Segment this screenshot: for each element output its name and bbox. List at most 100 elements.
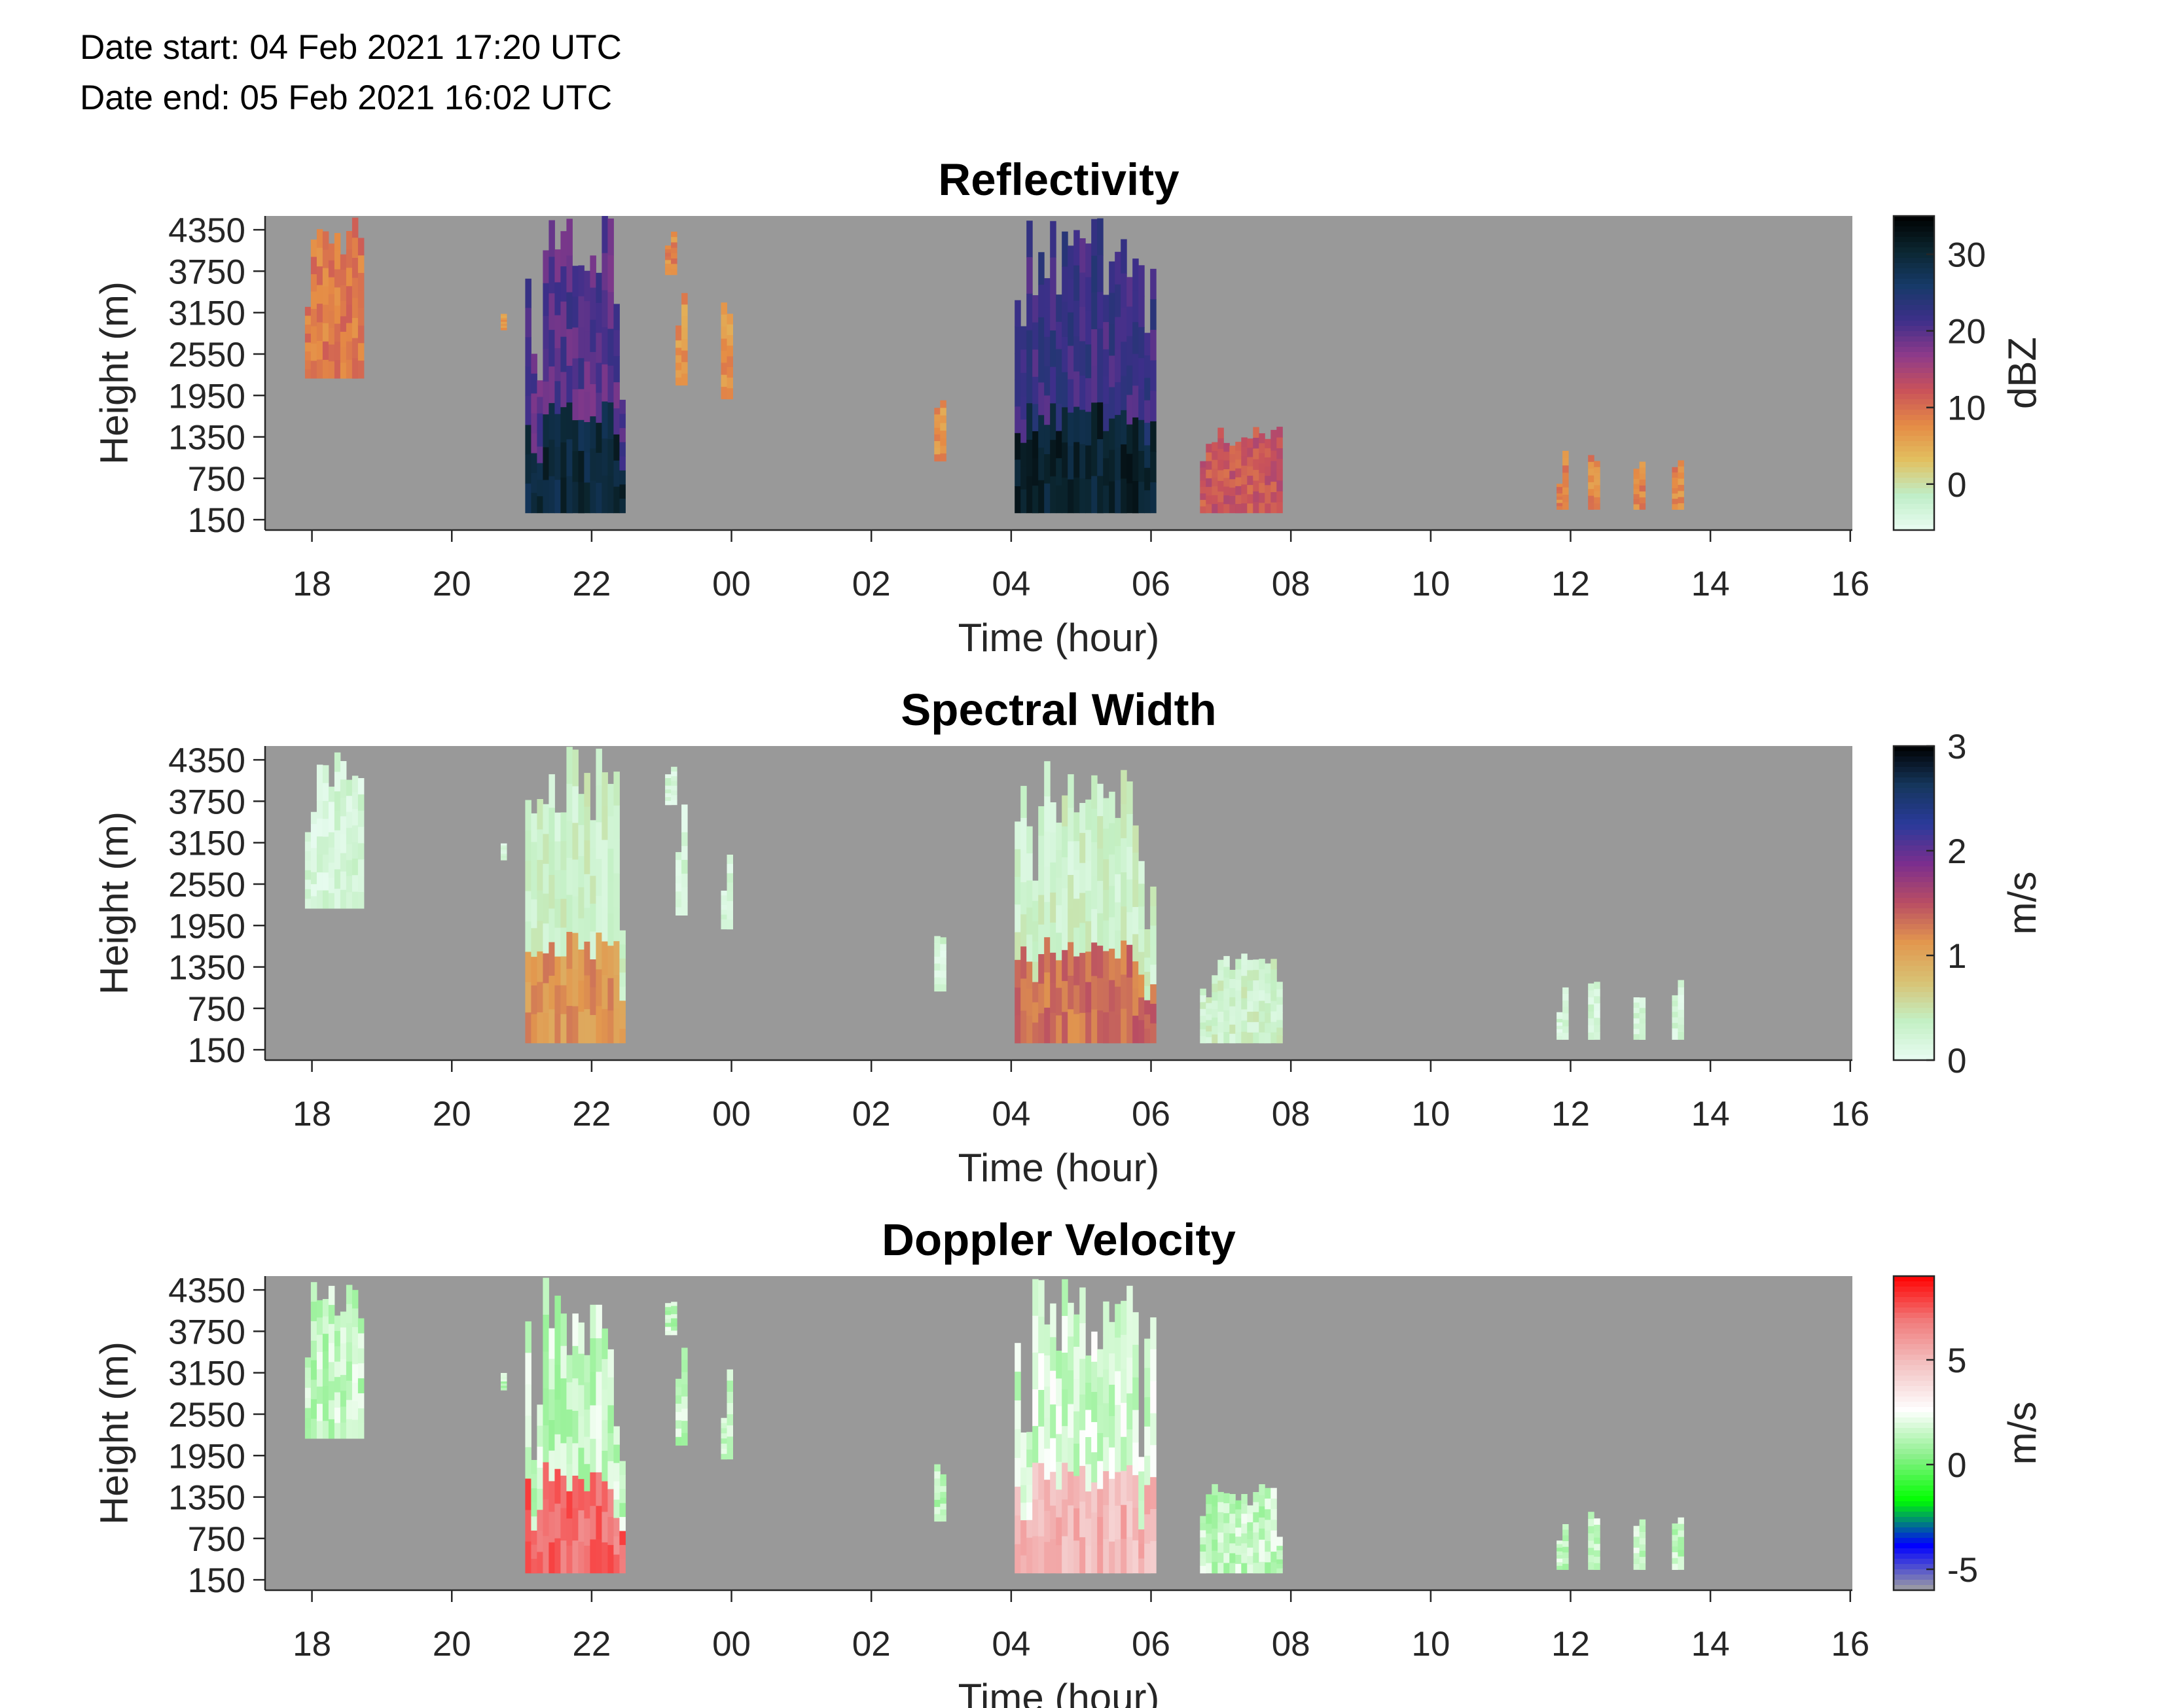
echo-cell	[1062, 337, 1068, 373]
echo-cell	[1247, 1022, 1253, 1033]
echo-cell	[1217, 1502, 1224, 1513]
echo-cell	[619, 972, 626, 987]
colorbar-swatch	[1894, 1349, 1934, 1355]
echo-cell	[1259, 443, 1265, 454]
echo-cell	[727, 1436, 733, 1448]
echo-cell	[1150, 452, 1157, 483]
echo-cell	[1672, 493, 1678, 499]
echo-cell	[1672, 1563, 1678, 1570]
echo-cell	[537, 890, 543, 921]
echo-cell	[607, 913, 614, 946]
y-tick-label: 1350	[168, 419, 245, 457]
echo-cell	[1015, 327, 1021, 354]
echo-cell	[1068, 346, 1074, 380]
echo-cell	[1132, 449, 1139, 482]
echo-cell	[607, 1517, 614, 1546]
colorbar-swatch	[1894, 903, 1934, 909]
echo-cell	[357, 325, 365, 344]
echo-cell	[340, 1359, 347, 1376]
echo-cell	[1062, 442, 1068, 478]
echo-cell	[357, 1378, 365, 1394]
echo-cell	[1079, 272, 1086, 308]
echo-cell	[940, 438, 946, 446]
echo-cell	[334, 1315, 341, 1332]
echo-cell	[560, 1540, 567, 1574]
echo-cell	[1121, 239, 1127, 274]
echo-cell	[1212, 1539, 1218, 1552]
y-tick-label: 3150	[168, 1355, 245, 1393]
x-tick-label: 08	[1272, 565, 1310, 603]
echo-cell	[1038, 448, 1045, 481]
colorbar-swatch	[1894, 1386, 1934, 1392]
colorbar-swatch	[1894, 268, 1934, 274]
echo-cell	[590, 1438, 596, 1473]
echo-cell	[1588, 1025, 1594, 1033]
echo-cell	[1056, 1378, 1062, 1407]
echo-cell	[1223, 955, 1230, 968]
echo-cell	[1265, 1520, 1271, 1531]
colorbar-swatch	[1894, 929, 1934, 935]
echo-cell	[1229, 1494, 1236, 1504]
echo-cell	[578, 1322, 585, 1355]
echo-cell	[1639, 503, 1646, 510]
echo-cell	[537, 951, 543, 983]
echo-cell	[1241, 1553, 1248, 1564]
echo-cell	[934, 942, 941, 950]
echo-cell	[1229, 1006, 1236, 1016]
echo-cell	[675, 1412, 682, 1421]
echo-cell	[1015, 406, 1021, 434]
echo-cell	[1259, 472, 1265, 484]
colorbar-swatch	[1894, 1522, 1934, 1528]
echo-cell	[1229, 979, 1236, 989]
echo-cell	[310, 824, 317, 837]
colorbar-swatch	[1894, 961, 1934, 967]
echo-cell	[1150, 1023, 1157, 1044]
echo-cell	[1103, 859, 1109, 891]
colorbar-swatch	[1894, 840, 1934, 846]
echo-region	[721, 1369, 733, 1460]
echo-cell	[1200, 995, 1206, 1003]
echo-cell	[671, 253, 677, 259]
echo-cell	[596, 1338, 602, 1372]
echo-cell	[1633, 1531, 1640, 1537]
echo-cell	[1229, 1543, 1236, 1554]
echo-cell	[1085, 860, 1092, 891]
echo-cell	[1633, 504, 1640, 510]
echo-cell	[501, 317, 507, 321]
echo-cell	[1050, 1012, 1056, 1044]
colorbar-swatch	[1894, 420, 1934, 426]
colorbar-swatch	[1894, 1370, 1934, 1376]
echo-cell	[1020, 1520, 1027, 1539]
echo-cell	[1594, 1537, 1600, 1544]
echo-cell	[940, 1474, 946, 1481]
colorbar-swatch	[1894, 1360, 1934, 1366]
echo-cell	[554, 249, 561, 283]
echo-cell	[1050, 832, 1056, 863]
colorbar-swatch	[1894, 1496, 1934, 1502]
echo-cell	[1015, 1486, 1021, 1516]
echo-cell	[1206, 1494, 1212, 1504]
echo-cell	[1200, 1558, 1206, 1567]
colorbar-swatch	[1894, 1486, 1934, 1491]
echo-cell	[1235, 442, 1242, 452]
echo-cell	[572, 969, 579, 1007]
echo-cell	[1276, 502, 1283, 514]
echo-cell	[1212, 1017, 1218, 1027]
echo-cell	[351, 1290, 359, 1309]
echo-cell	[1247, 503, 1253, 514]
echo-cell	[572, 823, 579, 861]
echo-cell	[549, 908, 555, 943]
echo-cell	[578, 327, 585, 359]
echo-cell	[1044, 1542, 1051, 1574]
echo-cell	[1091, 1331, 1098, 1362]
echo-cell	[1050, 922, 1056, 953]
echo-cell	[1020, 396, 1027, 420]
colorbar-swatch	[1894, 1008, 1934, 1014]
echo-cell	[1115, 986, 1121, 1016]
echo-cell	[1562, 1026, 1569, 1033]
echo-cell	[1115, 1014, 1121, 1044]
echo-cell	[572, 786, 579, 824]
echo-cell	[572, 1476, 579, 1509]
colorbar-swatch	[1894, 966, 1934, 972]
x-tick-label: 12	[1551, 565, 1590, 603]
